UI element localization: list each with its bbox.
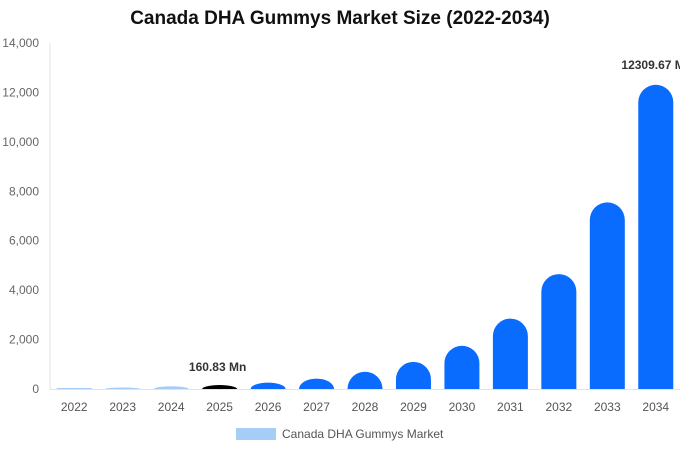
x-tick-label: 2031	[497, 400, 524, 414]
y-tick-label: 4,000	[9, 283, 39, 297]
legend-label: Canada DHA Gummys Market	[282, 427, 444, 441]
y-axis: 0 2,000 4,000 6,000 8,000 10,000 12,000 14,000	[2, 36, 51, 396]
x-tick-label: 2034	[642, 400, 669, 414]
annotations-group: 160.83 Mn 12309.67 Mn	[189, 58, 680, 374]
bar[interactable]	[153, 386, 189, 389]
y-tick-label: 2,000	[9, 333, 39, 347]
bar[interactable]	[347, 371, 383, 389]
bar[interactable]	[105, 387, 141, 389]
x-tick-label: 2027	[303, 400, 330, 414]
y-tick-label: 14,000	[2, 36, 39, 50]
bars-group	[56, 84, 674, 389]
x-tick-label: 2032	[545, 400, 572, 414]
y-tick-label: 0	[32, 382, 39, 396]
y-tick-label: 10,000	[2, 135, 39, 149]
bar[interactable]	[541, 274, 577, 389]
x-tick-label: 2029	[400, 400, 427, 414]
x-tick-label: 2028	[352, 400, 379, 414]
bar[interactable]	[492, 318, 528, 389]
legend[interactable]: Canada DHA Gummys Market	[236, 426, 443, 442]
x-tick-label: 2033	[594, 400, 621, 414]
x-tick-label: 2026	[255, 400, 282, 414]
bar[interactable]	[638, 84, 674, 389]
x-axis: 2022 2023 2024 2025 2026 2027 2028 2029 2030 2031…	[50, 389, 680, 414]
y-tick-label: 6,000	[9, 234, 39, 248]
data-label: 160.83 Mn	[189, 360, 246, 374]
x-tick-label: 2023	[109, 400, 136, 414]
x-tick-label: 2030	[449, 400, 476, 414]
x-tick-label: 2025	[206, 400, 233, 414]
bar[interactable]	[395, 361, 431, 389]
bar[interactable]	[202, 385, 238, 389]
x-tick-label: 2024	[158, 400, 185, 414]
y-tick-label: 8,000	[9, 184, 39, 198]
legend-swatch	[236, 428, 276, 440]
bar[interactable]	[56, 388, 92, 389]
data-label: 12309.67 Mn	[621, 58, 680, 72]
bar[interactable]	[589, 202, 625, 389]
bar[interactable]	[444, 345, 480, 389]
chart-title: Canada DHA Gummys Market Size (2022-2034…	[130, 8, 550, 29]
bar[interactable]	[299, 378, 335, 389]
bar[interactable]	[250, 382, 286, 389]
y-tick-label: 12,000	[2, 85, 39, 99]
x-tick-label: 2022	[61, 400, 88, 414]
